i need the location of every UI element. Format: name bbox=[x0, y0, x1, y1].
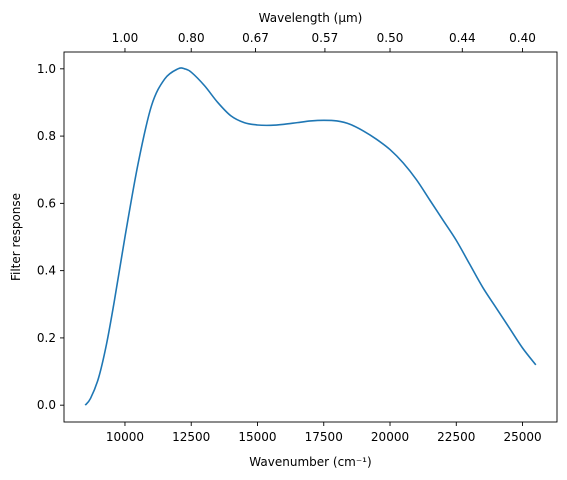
x-tick-label: 25000 bbox=[503, 430, 541, 444]
y-axis: 0.0 0.2 0.4 0.6 0.8 1.0 bbox=[37, 62, 64, 412]
y-tick-label: 0.8 bbox=[37, 129, 56, 143]
plot-frame bbox=[63, 51, 558, 423]
y-tick-label: 1.0 bbox=[37, 62, 56, 76]
top-tick-label: 1.00 bbox=[112, 31, 139, 45]
top-tick-label: 0.50 bbox=[377, 31, 404, 45]
x-axis: 10000 12500 15000 17500 20000 22500 25000 bbox=[106, 422, 542, 444]
x-tick-label: 20000 bbox=[371, 430, 409, 444]
y-axis-title: Filter response bbox=[9, 193, 23, 281]
x-tick-label: 17500 bbox=[305, 430, 343, 444]
top-tick-label: 0.67 bbox=[242, 31, 269, 45]
series-line bbox=[84, 67, 537, 406]
y-tick-label: 0.2 bbox=[37, 331, 56, 345]
x-axis-title: Wavenumber (cm⁻¹) bbox=[249, 455, 371, 469]
top-tick-label: 0.40 bbox=[509, 31, 536, 45]
x-tick-label: 15000 bbox=[238, 430, 276, 444]
plot-area bbox=[64, 52, 557, 422]
y-tick-label: 0.0 bbox=[37, 398, 56, 412]
top-tick-label: 0.44 bbox=[449, 31, 476, 45]
top-x-axis: 1.00 0.80 0.67 0.57 0.50 0.44 0.40 bbox=[112, 31, 536, 52]
x-tick-label: 12500 bbox=[172, 430, 210, 444]
top-tick-label: 0.80 bbox=[178, 31, 205, 45]
x-tick-label: 10000 bbox=[106, 430, 144, 444]
x-tick-label: 22500 bbox=[437, 430, 475, 444]
top-tick-label: 0.57 bbox=[312, 31, 339, 45]
top-axis-title: Wavelength (μm) bbox=[259, 11, 363, 25]
y-tick-label: 0.6 bbox=[37, 196, 56, 210]
y-tick-label: 0.4 bbox=[37, 264, 56, 278]
